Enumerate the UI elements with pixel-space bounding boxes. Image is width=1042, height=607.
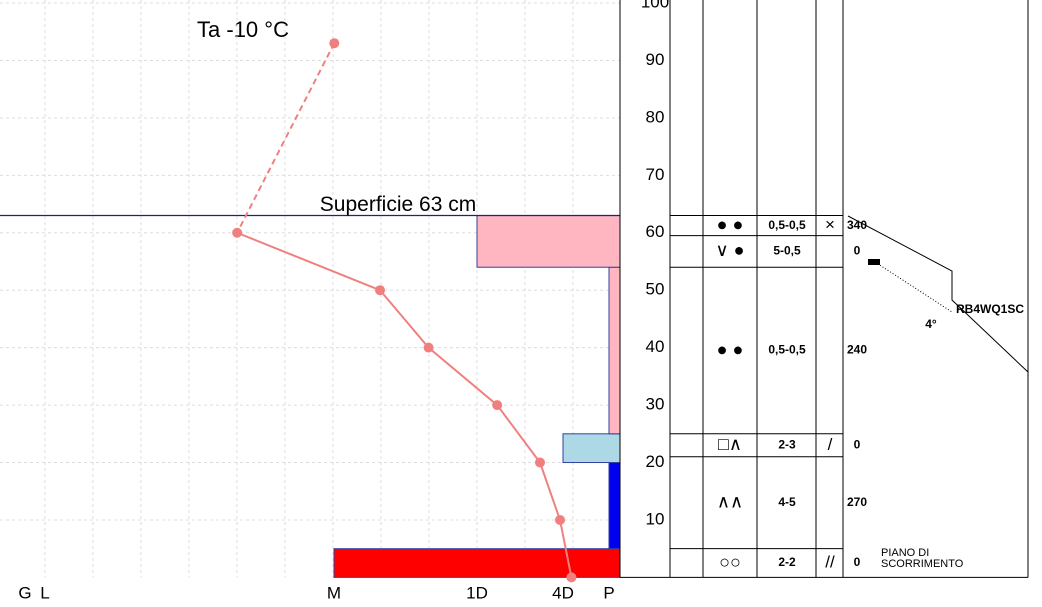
- surface-label: Superficie 63 cm: [320, 193, 476, 216]
- grain-size: 5-0,5: [773, 244, 801, 258]
- plane-marker: [868, 259, 880, 265]
- air-temperature-point: [329, 38, 340, 49]
- hardness-bar: [476, 215, 621, 268]
- temperature-point: [492, 400, 503, 411]
- row-number: 0: [854, 437, 861, 451]
- sliding-plane-label: PIANO DI: [881, 547, 929, 559]
- grain-shape: ∧∧: [717, 491, 743, 511]
- hardness-bar: [608, 462, 621, 550]
- temperature-point: [535, 457, 545, 468]
- y-tick-label: 30: [646, 395, 665, 414]
- y-tick-label: 80: [646, 107, 665, 126]
- air-temperature-link: [236, 42, 336, 234]
- slope-plane: [874, 261, 953, 313]
- x-tick-label: 1D: [466, 583, 488, 602]
- grain-shape: ∨ ●: [715, 240, 744, 260]
- y-tick-label: 20: [646, 452, 665, 471]
- temperature-profile: [232, 38, 577, 583]
- y-tick-label: 70: [646, 165, 665, 184]
- grain-shape: ● ●: [717, 339, 744, 359]
- hardness-bar: [608, 266, 621, 435]
- grain-shape: □∧: [718, 434, 742, 454]
- x-tick-label: G: [18, 583, 31, 602]
- hardness-bar: [333, 548, 621, 578]
- x-tick-label: P: [603, 583, 614, 602]
- row-number: 270: [847, 495, 867, 509]
- wetness: ×: [825, 215, 835, 234]
- stratigraphy-table: ● ● 0,5-0,5 × 340 ∨ ● 5-0,5 0 ● ● 0,5-0,5 240 □∧ 2-…: [619, 0, 1029, 578]
- y-tick-label: 90: [646, 50, 665, 69]
- temperature-point: [375, 285, 385, 296]
- y-tick-label: 100: [641, 0, 669, 11]
- hardness-bar: [562, 433, 621, 464]
- grid: 10 20 30 40 50 60 70 80 90 100 G L M 1D 4D P: [0, 0, 669, 602]
- grain-size: 0,5-0,5: [768, 218, 806, 232]
- y-tick-label: 10: [646, 509, 665, 528]
- grain-size: 4-5: [778, 495, 796, 509]
- grain-size: 0,5-0,5: [768, 343, 806, 357]
- wetness: /: [828, 435, 833, 454]
- x-tick-label: L: [40, 583, 49, 602]
- grain-size: 2-2: [778, 555, 796, 569]
- slope-angle: 4°: [925, 317, 937, 331]
- grain-shape: ○○: [719, 552, 741, 572]
- row-number: 340: [847, 218, 867, 232]
- row-number: 240: [847, 343, 867, 357]
- test-label: RB4WQ1SC: [956, 302, 1024, 316]
- air-temperature-title: Ta -10 °C: [197, 17, 289, 42]
- grain-shape: ● ●: [717, 214, 744, 234]
- temperature-point: [566, 572, 577, 583]
- wetness: //: [825, 553, 835, 572]
- row-number: 0: [854, 244, 861, 258]
- temperature-point: [232, 227, 243, 238]
- sliding-plane-label: SCORRIMENTO: [881, 558, 964, 570]
- temperature-point: [555, 514, 565, 525]
- y-tick-label: 40: [646, 337, 665, 356]
- grain-size: 2-3: [778, 437, 796, 451]
- slope-line: [847, 215, 1029, 373]
- x-tick-label: M: [327, 583, 341, 602]
- y-tick-label: 60: [646, 222, 665, 241]
- y-tick-label: 50: [646, 280, 665, 299]
- row-number: 0: [854, 555, 861, 569]
- temperature-point: [423, 342, 434, 353]
- x-tick-label: 4D: [552, 583, 574, 602]
